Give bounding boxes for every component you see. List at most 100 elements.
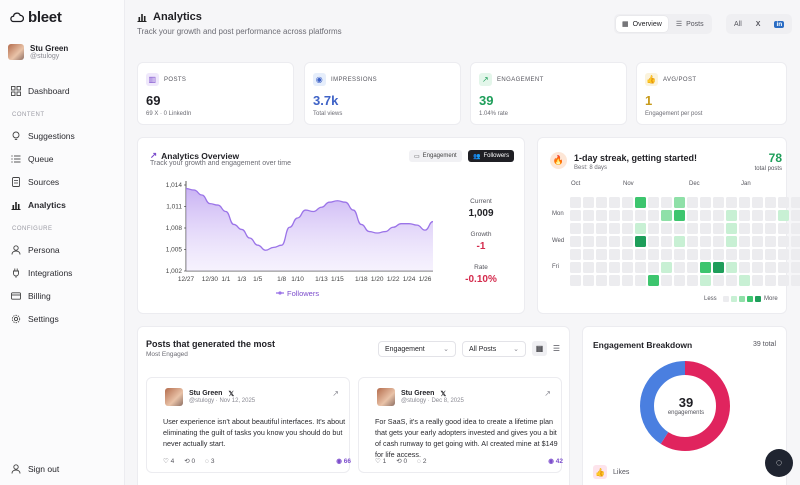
heatmap-cell[interactable] [622,197,633,208]
heatmap-cell[interactable] [713,236,724,247]
heatmap-cell[interactable] [583,249,594,260]
heatmap-cell[interactable] [687,262,698,273]
heatmap-cell[interactable] [739,197,750,208]
heatmap-cell[interactable] [778,249,789,260]
heatmap-cell[interactable] [791,249,800,260]
heatmap-cell[interactable] [661,275,672,286]
heatmap-cell[interactable] [687,223,698,234]
heatmap-cell[interactable] [687,197,698,208]
chat-button[interactable]: ◌ [765,449,793,477]
heatmap-cell[interactable] [726,262,737,273]
heatmap-cell[interactable] [739,210,750,221]
heatmap-cell[interactable] [596,262,607,273]
sidebar-item-suggestions[interactable]: Suggestions [0,124,125,147]
heatmap-cell[interactable] [791,197,800,208]
heatmap-cell[interactable] [726,223,737,234]
heatmap-cell[interactable] [596,197,607,208]
platform-all[interactable]: All [734,20,742,28]
heatmap-cell[interactable] [661,249,672,260]
heatmap-cell[interactable] [713,275,724,286]
heatmap-cell[interactable] [570,197,581,208]
user-profile[interactable]: Stu Green @stulogy [8,44,68,60]
heatmap-cell[interactable] [609,197,620,208]
heatmap-cell[interactable] [674,223,685,234]
heatmap-cell[interactable] [635,210,646,221]
heatmap-cell[interactable] [570,223,581,234]
heatmap-cell[interactable] [570,275,581,286]
heatmap-cell[interactable] [622,236,633,247]
heatmap-cell[interactable] [622,275,633,286]
heatmap-cell[interactable] [700,249,711,260]
heatmap-cell[interactable] [622,262,633,273]
sidebar-item-sources[interactable]: Sources [0,170,125,193]
grid-view-button[interactable]: ▦ [532,341,547,356]
heatmap-cell[interactable] [609,210,620,221]
heatmap-cell[interactable] [674,249,685,260]
heatmap-cell[interactable] [674,210,685,221]
heatmap-cell[interactable] [596,249,607,260]
heatmap-cell[interactable] [713,197,724,208]
list-view-button[interactable]: ☰ [549,341,564,356]
heatmap-cell[interactable] [687,249,698,260]
heatmap-cell[interactable] [778,197,789,208]
heatmap-cell[interactable] [791,223,800,234]
heatmap-cell[interactable] [700,262,711,273]
heatmap-cell[interactable] [609,275,620,286]
heatmap-cell[interactable] [687,275,698,286]
heatmap-cell[interactable] [622,210,633,221]
heatmap-cell[interactable] [596,275,607,286]
heatmap-cell[interactable] [609,236,620,247]
followers-toggle[interactable]: 👥 Followers [468,150,515,162]
heatmap-cell[interactable] [739,275,750,286]
heatmap-cell[interactable] [661,210,672,221]
heatmap-cell[interactable] [752,262,763,273]
heatmap-cell[interactable] [739,249,750,260]
sidebar-item-queue[interactable]: Queue [0,147,125,170]
heatmap-cell[interactable] [687,210,698,221]
heatmap-cell[interactable] [713,223,724,234]
sidebar-item-persona[interactable]: Persona [0,238,125,261]
heatmap-cell[interactable] [635,249,646,260]
heatmap-cell[interactable] [583,262,594,273]
engagement-toggle[interactable]: ▭ Engagement [409,150,462,162]
heatmap-cell[interactable] [791,275,800,286]
heatmap-cell[interactable] [570,210,581,221]
heatmap-cell[interactable] [635,262,646,273]
external-link-icon[interactable]: ↗ [544,389,551,398]
heatmap-cell[interactable] [726,249,737,260]
heatmap-cell[interactable] [583,197,594,208]
heatmap-cell[interactable] [778,275,789,286]
heatmap-cell[interactable] [609,249,620,260]
sidebar-item-dashboard[interactable]: Dashboard [0,79,125,102]
heatmap-cell[interactable] [648,275,659,286]
heatmap-cell[interactable] [765,236,776,247]
heatmap-cell[interactable] [661,236,672,247]
heatmap-cell[interactable] [752,197,763,208]
platform-x[interactable]: X [755,20,761,28]
heatmap-cell[interactable] [700,197,711,208]
filter-select[interactable]: All Posts ⌄ [462,341,526,357]
heatmap-cell[interactable] [596,223,607,234]
heatmap-cell[interactable] [752,210,763,221]
heatmap-cell[interactable] [570,262,581,273]
heatmap-cell[interactable] [570,236,581,247]
heatmap-cell[interactable] [726,197,737,208]
tab-posts[interactable]: ☰ Posts [670,16,710,32]
external-link-icon[interactable]: ↗ [332,389,339,398]
heatmap-cell[interactable] [648,236,659,247]
platform-linkedin[interactable]: in [768,16,790,32]
heatmap-cell[interactable] [674,197,685,208]
heatmap-cell[interactable] [661,223,672,234]
heatmap-cell[interactable] [700,210,711,221]
heatmap-cell[interactable] [648,223,659,234]
heatmap-cell[interactable] [648,197,659,208]
sidebar-item-billing[interactable]: Billing [0,284,125,307]
heatmap-cell[interactable] [726,275,737,286]
heatmap-cell[interactable] [713,262,724,273]
heatmap-cell[interactable] [635,275,646,286]
heatmap-cell[interactable] [700,275,711,286]
heatmap-cell[interactable] [778,262,789,273]
heatmap-cell[interactable] [622,249,633,260]
sidebar-item-integrations[interactable]: Integrations [0,261,125,284]
heatmap-cell[interactable] [791,262,800,273]
